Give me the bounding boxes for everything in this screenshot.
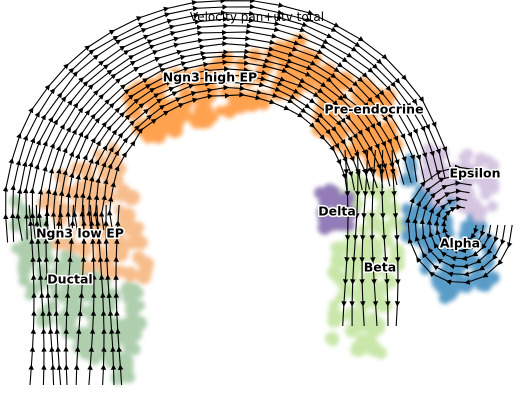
cell-point — [247, 48, 262, 64]
cell-point — [17, 265, 31, 279]
cell-point — [132, 251, 146, 265]
cell-point — [438, 291, 452, 304]
cell-point — [327, 314, 341, 328]
cell-point — [100, 293, 114, 308]
streamline — [63, 204, 76, 386]
cell-point — [384, 200, 401, 217]
cell-point — [136, 269, 152, 285]
streamline — [113, 204, 124, 386]
cell-point — [325, 331, 339, 346]
cell-point — [461, 148, 474, 161]
streamline — [2, 0, 454, 243]
cell-point — [479, 188, 492, 201]
streamline — [369, 149, 379, 327]
streamline — [43, 204, 56, 386]
cell-point — [214, 105, 225, 116]
cluster-label-pre-endocrine: Pre-endocrine — [324, 102, 423, 117]
cell-point — [332, 255, 343, 267]
cell-point — [345, 323, 359, 338]
cell-point — [143, 126, 157, 140]
cell-point — [178, 87, 194, 103]
cluster-label-ngn3-low-ep: Ngn3 low EP — [36, 226, 124, 241]
streamline — [53, 204, 63, 386]
cell-point — [24, 290, 35, 301]
cell-point — [18, 252, 33, 267]
cell-point — [486, 200, 499, 212]
streamline — [87, 204, 97, 386]
cell-point — [131, 320, 144, 333]
cell-point — [110, 370, 126, 386]
cell-point — [59, 309, 72, 322]
cell-point — [122, 266, 138, 282]
cell-point — [65, 239, 80, 254]
streamline — [28, 204, 37, 386]
cell-point — [346, 306, 360, 319]
cell-point — [474, 152, 488, 167]
cell-point — [419, 263, 432, 275]
streamline — [103, 204, 117, 386]
streamline — [73, 204, 87, 386]
cell-point — [61, 256, 74, 268]
streamline — [405, 164, 513, 285]
cell-point — [132, 237, 143, 248]
streamline — [379, 149, 391, 327]
cluster-label-ductal: Ductal — [47, 272, 92, 287]
cell-point — [365, 324, 380, 339]
cluster-label-ngn3-high-ep: Ngn3 high EP — [163, 70, 257, 85]
cell-point — [330, 242, 342, 254]
cluster-label-epsilon: Epsilon — [450, 166, 501, 181]
cell-point — [380, 144, 393, 157]
cell-point — [40, 313, 54, 327]
cell-point — [378, 298, 393, 312]
streamline — [390, 149, 401, 327]
cell-point — [124, 193, 137, 206]
cell-point — [121, 332, 137, 349]
cell-point — [365, 340, 382, 357]
cell-point — [355, 315, 368, 328]
cluster-label-delta: Delta — [318, 204, 356, 219]
streamline — [341, 149, 351, 327]
cluster-labels: Ductal Ngn3 low EP Ngn3 high EP Pre-endocri… — [35, 68, 502, 288]
cell-point — [480, 233, 495, 249]
cell-point — [232, 96, 247, 112]
cell-point — [387, 216, 399, 228]
cell-point — [219, 52, 234, 67]
cell-point — [134, 300, 145, 311]
cell-point — [314, 186, 327, 199]
cell-point — [477, 277, 493, 292]
cell-point — [69, 294, 80, 304]
velocity-streamlines — [2, 0, 513, 386]
cell-point — [381, 231, 392, 242]
cell-point — [355, 333, 369, 347]
cell-point — [373, 282, 389, 298]
cell-point — [385, 187, 398, 199]
streamline — [349, 149, 361, 326]
cell-point — [354, 293, 369, 309]
cell-point — [132, 287, 144, 299]
cell-point — [78, 161, 95, 178]
cluster-label-alpha: Alpha — [440, 236, 480, 251]
streamline — [359, 149, 370, 327]
cell-point — [326, 71, 340, 86]
cell-point — [328, 299, 340, 311]
cluster-label-beta: Beta — [364, 260, 396, 275]
cell-point — [349, 243, 364, 258]
cell-point — [465, 198, 482, 214]
